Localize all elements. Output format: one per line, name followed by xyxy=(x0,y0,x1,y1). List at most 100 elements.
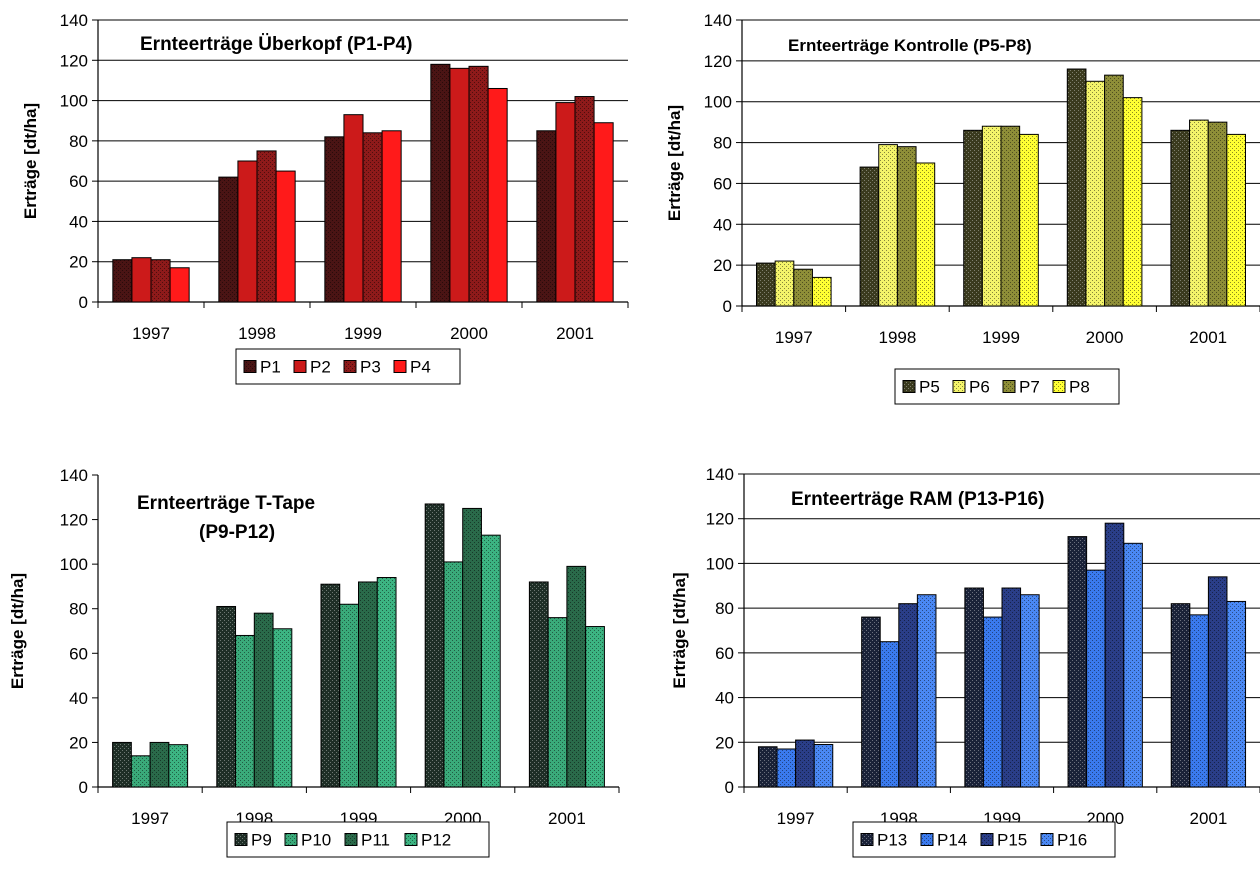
bar-p15-1999 xyxy=(1001,587,1022,788)
y-tick-label: 80 xyxy=(69,132,88,151)
y-tick-label: 40 xyxy=(69,689,88,708)
bar-p11-1999 xyxy=(358,581,378,788)
bar-p13-1998 xyxy=(861,616,881,788)
bar-p11-2001 xyxy=(566,565,587,788)
legend-label-p16: P16 xyxy=(1057,831,1087,850)
y-tick-label: 100 xyxy=(706,554,734,573)
bar-p15-2000 xyxy=(1104,522,1125,788)
bar-p2-1997 xyxy=(131,257,152,303)
bar-p1-2001 xyxy=(536,130,557,303)
chart-title-line: Ernteerträge T-Tape xyxy=(137,493,315,514)
legend-label-p8: P8 xyxy=(1069,378,1090,397)
bar-p6-2000 xyxy=(1085,80,1106,307)
y-tick-label: 140 xyxy=(704,11,732,30)
y-tick-label: 0 xyxy=(725,778,734,797)
y-tick-label: 60 xyxy=(715,644,734,663)
bar-p9-2001 xyxy=(528,581,549,788)
bar-p9-1999 xyxy=(320,583,341,788)
x-tick-label: 2001 xyxy=(548,809,586,828)
bar-p2-1999 xyxy=(343,114,364,303)
y-tick-label: 60 xyxy=(69,172,88,191)
bar-p4-1997 xyxy=(169,267,190,303)
bar-p12-2001 xyxy=(585,626,605,788)
legend-label-p9: P9 xyxy=(251,831,272,850)
bar-p8-2001 xyxy=(1226,133,1246,307)
bar-p14-1997 xyxy=(776,748,797,788)
bar-p3-1997 xyxy=(150,259,171,303)
chart-title-line: Ernteerträge Überkopf (P1-P4) xyxy=(140,34,412,55)
legend-label-p10: P10 xyxy=(301,831,331,850)
chart-panel-1: 0 20 40 60 80 100 120 140 1997 1998 1999 2000 2001 Er… xyxy=(21,11,629,385)
legend-swatch-p2 xyxy=(293,360,307,373)
legend-swatch-p14 xyxy=(920,833,934,846)
y-tick-label: 140 xyxy=(60,11,88,30)
legend-swatch-p8 xyxy=(1052,380,1066,393)
y-tick-label: 0 xyxy=(79,778,88,797)
legend-swatch-p1 xyxy=(243,360,257,373)
bar-p14-2001 xyxy=(1189,614,1209,788)
y-tick-label: 80 xyxy=(715,599,734,618)
bar-p16-1999 xyxy=(1020,594,1040,788)
y-axis-label: Erträge [dt/ha] xyxy=(670,572,689,688)
legend-swatch-p3 xyxy=(343,360,357,373)
bar-p1-1999 xyxy=(324,136,345,303)
x-tick-label: 2001 xyxy=(1189,809,1227,828)
bar-p1-2000 xyxy=(430,63,451,303)
legend-label-p12: P12 xyxy=(421,831,451,850)
bar-p15-1997 xyxy=(795,739,815,788)
x-tick-label: 2000 xyxy=(450,324,488,343)
y-tick-label: 80 xyxy=(69,600,88,619)
bar-p6-1999 xyxy=(981,125,1002,307)
bar-p11-1998 xyxy=(253,612,274,788)
chart-title: Ernteerträge Kontrolle (P5-P8) xyxy=(788,36,1032,55)
legend-label-p11: P11 xyxy=(361,831,390,850)
bar-p5-2000 xyxy=(1066,68,1087,307)
bar-p3-2001 xyxy=(574,96,595,303)
bar-p2-2000 xyxy=(449,67,470,303)
bar-p11-2000 xyxy=(462,507,482,788)
bar-p15-2001 xyxy=(1207,576,1228,788)
x-tick-label: 1997 xyxy=(131,809,169,828)
bar-p10-1999 xyxy=(339,603,359,788)
legend-swatch-p6 xyxy=(952,380,966,393)
y-tick-label: 60 xyxy=(69,644,88,663)
y-tick-label: 100 xyxy=(60,555,88,574)
bar-p3-1999 xyxy=(362,132,383,303)
bar-p8-1997 xyxy=(811,276,832,307)
bar-p10-1997 xyxy=(130,755,151,788)
x-tick-label: 1999 xyxy=(982,328,1020,347)
legend-swatch-p7 xyxy=(1002,380,1016,393)
legend-swatch-p4 xyxy=(393,360,407,373)
legend-label-p14: P14 xyxy=(937,831,967,850)
y-tick-label: 20 xyxy=(713,256,732,275)
legend-swatch-p9 xyxy=(234,833,248,846)
bar-p13-2001 xyxy=(1170,603,1191,788)
bar-p13-2000 xyxy=(1067,536,1088,788)
bar-p12-1999 xyxy=(376,577,397,788)
legend-swatch-p13 xyxy=(860,833,874,846)
legend: P13 P14 P15 P16 xyxy=(852,821,1116,858)
legend-label-p15: P15 xyxy=(997,831,1027,850)
y-axis-label: Erträge [dt/ha] xyxy=(665,105,684,221)
bar-p6-1997 xyxy=(774,260,795,307)
y-tick-label: 0 xyxy=(723,297,732,316)
bar-p11-1997 xyxy=(149,741,170,788)
y-tick-label: 20 xyxy=(69,253,88,272)
chart-title-line: Ernteerträge RAM (P13-P16) xyxy=(791,489,1044,510)
bar-p4-1999 xyxy=(381,130,402,303)
bar-p7-1997 xyxy=(793,268,813,307)
legend-label-p13: P13 xyxy=(877,831,907,850)
bar-p5-1999 xyxy=(963,129,983,307)
bar-p7-1998 xyxy=(896,146,917,307)
y-tick-label: 100 xyxy=(60,92,88,111)
bar-p1-1997 xyxy=(112,259,133,303)
bar-p7-2001 xyxy=(1207,121,1228,307)
y-tick-label: 120 xyxy=(60,51,88,70)
bar-p10-1998 xyxy=(235,634,255,788)
bar-p8-1999 xyxy=(1019,133,1039,307)
y-tick-label: 140 xyxy=(706,465,734,484)
bar-p14-1999 xyxy=(982,616,1003,788)
